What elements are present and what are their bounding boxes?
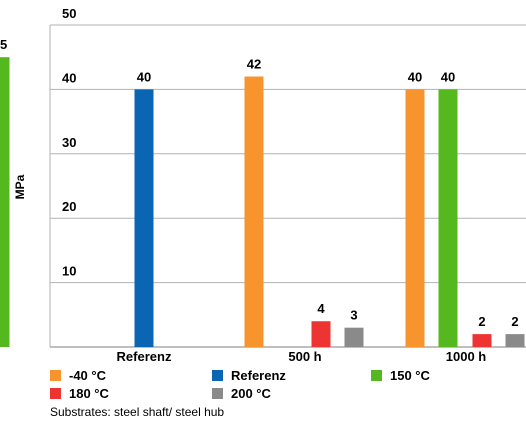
bar xyxy=(505,334,525,347)
y-tick-label: 10 xyxy=(62,264,76,279)
bar xyxy=(0,57,10,347)
data-label: 40 xyxy=(441,69,455,84)
legend-swatch-minus40 xyxy=(50,370,61,381)
bar xyxy=(405,89,425,348)
legend-item-minus40: -40 °C xyxy=(50,368,106,383)
bar xyxy=(244,76,264,348)
x-category-label: 500 h xyxy=(288,349,321,364)
data-label: 2 xyxy=(511,314,518,329)
bar xyxy=(344,327,364,347)
y-axis-label: MPa xyxy=(13,174,27,199)
x-category-label: 1000 h xyxy=(446,349,487,364)
legend-label-150: 150 °C xyxy=(390,368,430,383)
data-label: 4 xyxy=(317,301,325,316)
y-tick-label: 40 xyxy=(62,70,76,85)
legend-label-200: 200 °C xyxy=(231,386,271,401)
data-label: 2 xyxy=(478,314,485,329)
legend-label-referenz: Referenz xyxy=(231,368,286,383)
legend-item-referenz: Referenz xyxy=(212,368,286,383)
x-category-label: Referenz xyxy=(117,349,172,364)
legend-swatch-referenz xyxy=(212,370,223,381)
y-tick-label: 30 xyxy=(62,135,76,150)
legend-label-minus40: -40 °C xyxy=(69,368,106,383)
legend-swatch-150 xyxy=(371,370,382,381)
data-label: 45 xyxy=(0,37,7,52)
data-label: 3 xyxy=(350,308,357,323)
y-tick-label: 50 xyxy=(62,6,76,21)
y-tick-label: 20 xyxy=(62,199,76,214)
legend-item-200: 200 °C xyxy=(212,386,271,401)
bar xyxy=(311,321,331,347)
bar xyxy=(438,89,458,348)
legend-item-180: 180 °C xyxy=(50,386,109,401)
data-label: 42 xyxy=(247,57,261,72)
legend-swatch-180 xyxy=(50,388,61,399)
legend-label-180: 180 °C xyxy=(69,386,109,401)
bar xyxy=(472,334,492,347)
data-label: 40 xyxy=(137,69,151,84)
bar xyxy=(134,89,154,348)
legend-swatch-200 xyxy=(212,388,223,399)
chart-caption: Substrates: steel shaft/ steel hub xyxy=(50,405,225,419)
data-label: 40 xyxy=(408,69,422,84)
legend-item-150: 150 °C xyxy=(371,368,430,383)
